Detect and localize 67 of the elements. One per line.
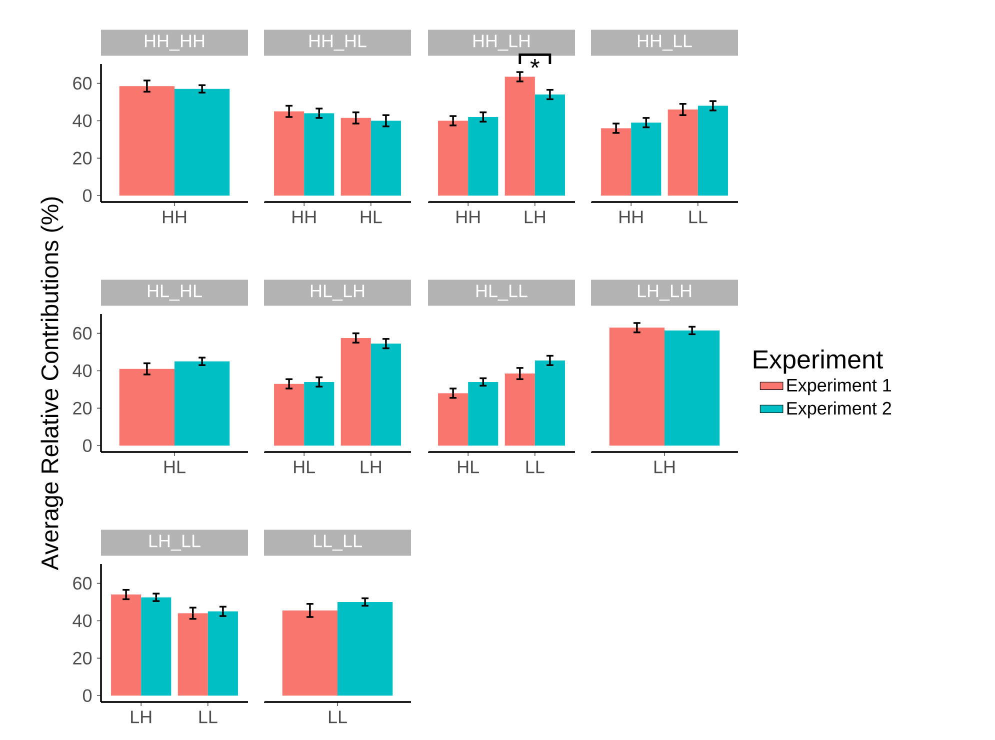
- chart-title: HH_HL: [309, 34, 366, 51]
- chart-title: LH_LL: [149, 534, 200, 551]
- chart-title: HH_LL: [638, 34, 692, 51]
- x-tick-label: LL: [328, 710, 347, 724]
- bar: [304, 382, 334, 446]
- bar: [698, 106, 728, 196]
- bar: [208, 611, 238, 696]
- bar: [668, 110, 698, 196]
- y-tick-label: 0: [82, 689, 92, 702]
- x-tick-label: LL: [526, 460, 544, 474]
- chart-title: HL_HL: [148, 284, 202, 301]
- x-tick-label: HL: [360, 210, 382, 224]
- bar: [504, 76, 535, 196]
- x-tick-label: HH: [620, 210, 643, 224]
- x-tick-label: LL: [689, 210, 708, 224]
- legend-label: Experiment 2: [787, 401, 892, 418]
- y-tick-label: 0: [82, 439, 92, 452]
- chart-title: LH_LH: [638, 284, 692, 301]
- y-tick-label: 20: [73, 402, 92, 415]
- x-tick-label: LH: [654, 460, 675, 474]
- bar: [631, 122, 662, 196]
- bar: [340, 118, 371, 196]
- bar: [141, 597, 172, 696]
- x-tick-label: HH: [456, 210, 480, 224]
- chart-title: HL_LH: [310, 284, 364, 301]
- y-tick-label: 40: [72, 114, 92, 128]
- bar: [274, 111, 304, 196]
- x-tick-label: HL: [294, 460, 315, 474]
- x-tick-label: HL: [164, 460, 186, 474]
- y-tick-label: 0: [82, 189, 92, 202]
- x-tick-label: HH: [292, 210, 316, 224]
- bar: [274, 384, 304, 446]
- bar: [601, 128, 632, 196]
- annotation: *: [530, 59, 540, 68]
- bar: [504, 374, 535, 446]
- chart-title: HH_LH: [473, 34, 530, 51]
- bar: [438, 393, 468, 446]
- x-tick-label: HH: [162, 210, 186, 224]
- chart-title: HH_HH: [144, 34, 204, 51]
- chart-title: LL_LL: [314, 534, 362, 551]
- bar: [468, 116, 498, 196]
- y-axis-title: Average Relative Contributions (%): [40, 197, 64, 570]
- bar: [340, 338, 371, 446]
- bar: [178, 613, 208, 696]
- x-tick-label: LH: [131, 710, 152, 724]
- chart-title: HL_LL: [476, 284, 528, 301]
- x-tick-label: LH: [360, 460, 381, 474]
- y-tick-label: 20: [73, 152, 92, 165]
- bar: [534, 360, 565, 446]
- x-tick-label: HL: [458, 460, 479, 474]
- legend-label: Experiment 1: [787, 378, 892, 396]
- x-tick-label: LH: [524, 210, 545, 224]
- y-tick-label: 60: [73, 76, 92, 90]
- bar: [304, 113, 334, 196]
- x-tick-label: LL: [199, 710, 218, 724]
- bar: [438, 120, 468, 196]
- bar: [468, 382, 498, 446]
- y-tick-label: 40: [72, 614, 92, 628]
- bar: [370, 344, 401, 446]
- y-tick-label: 60: [73, 576, 92, 590]
- bar: [534, 94, 565, 196]
- y-tick-label: 20: [73, 652, 92, 665]
- legend-title: Experiment: [754, 350, 884, 374]
- bar: [370, 120, 401, 196]
- y-tick-label: 60: [73, 326, 92, 340]
- bar: [111, 594, 142, 696]
- y-tick-label: 40: [72, 364, 92, 378]
